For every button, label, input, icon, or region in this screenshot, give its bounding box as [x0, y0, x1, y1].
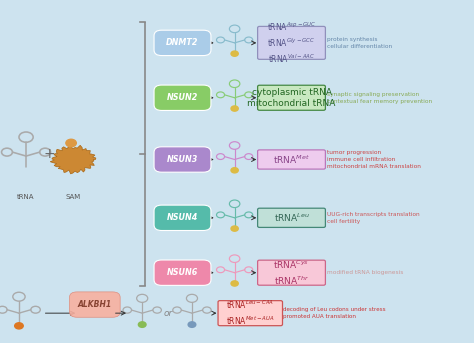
FancyBboxPatch shape	[154, 147, 211, 172]
Text: UUG-rich transcripts translation
cell fertility: UUG-rich transcripts translation cell fe…	[327, 212, 419, 224]
Text: SAM: SAM	[66, 194, 81, 200]
FancyBboxPatch shape	[218, 300, 283, 326]
FancyBboxPatch shape	[257, 260, 325, 285]
Text: ALKBH1: ALKBH1	[78, 300, 112, 309]
Text: tRNA$^{Met}$: tRNA$^{Met}$	[273, 153, 310, 166]
Text: tRNA$^{Leu-CAA}$
tRNA$^{Met-AUA}$: tRNA$^{Leu-CAA}$ tRNA$^{Met-AUA}$	[226, 299, 274, 327]
Text: NSUN6: NSUN6	[167, 268, 198, 277]
Text: tRNA$^{Asp-GUC}$
tRNA$^{Gly-GCC}$
tRNA$^{Val-AAC}$: tRNA$^{Asp-GUC}$ tRNA$^{Gly-GCC}$ tRNA$^…	[267, 21, 316, 65]
FancyBboxPatch shape	[257, 26, 325, 59]
Circle shape	[231, 51, 238, 56]
Text: decoding of Leu codons under stress
promoted AUA translation: decoding of Leu codons under stress prom…	[283, 307, 385, 319]
Text: cytoplasmic tRNA
mitochondrial tRNA: cytoplasmic tRNA mitochondrial tRNA	[247, 87, 336, 108]
FancyBboxPatch shape	[69, 292, 120, 317]
Circle shape	[231, 106, 238, 111]
Text: NSUN3: NSUN3	[167, 155, 198, 164]
Circle shape	[138, 322, 146, 327]
Circle shape	[66, 139, 76, 147]
Text: protein synthesis
cellular differentiation: protein synthesis cellular differentiati…	[327, 37, 392, 49]
FancyBboxPatch shape	[257, 150, 325, 169]
Text: tRNA$^{Cys}$
tRNA$^{Thr}$: tRNA$^{Cys}$ tRNA$^{Thr}$	[273, 259, 310, 287]
Text: NSUN4: NSUN4	[167, 213, 198, 222]
FancyBboxPatch shape	[154, 260, 211, 285]
Text: modified tRNA biogenesis: modified tRNA biogenesis	[327, 270, 403, 275]
Text: DNMT2: DNMT2	[166, 38, 199, 47]
Text: tumor progression
immune cell infiltration
mitochondrial mRNA translation: tumor progression immune cell infiltrati…	[327, 150, 421, 169]
FancyBboxPatch shape	[154, 205, 211, 230]
FancyBboxPatch shape	[257, 208, 325, 227]
Polygon shape	[50, 145, 96, 174]
Text: tRNA$^{Leu}$: tRNA$^{Leu}$	[273, 212, 310, 224]
Circle shape	[15, 323, 23, 329]
FancyBboxPatch shape	[154, 30, 211, 56]
Text: NSUN2: NSUN2	[167, 93, 198, 102]
Circle shape	[231, 226, 238, 231]
Text: synaptic signaling preservation
contextual fear memory prevention: synaptic signaling preservation contextu…	[327, 92, 432, 104]
Text: tRNA: tRNA	[18, 194, 35, 200]
Circle shape	[231, 281, 238, 286]
FancyBboxPatch shape	[154, 85, 211, 110]
Text: or: or	[164, 309, 173, 318]
Text: +: +	[44, 147, 55, 161]
FancyBboxPatch shape	[257, 85, 325, 110]
Circle shape	[231, 168, 238, 173]
Circle shape	[188, 322, 196, 327]
